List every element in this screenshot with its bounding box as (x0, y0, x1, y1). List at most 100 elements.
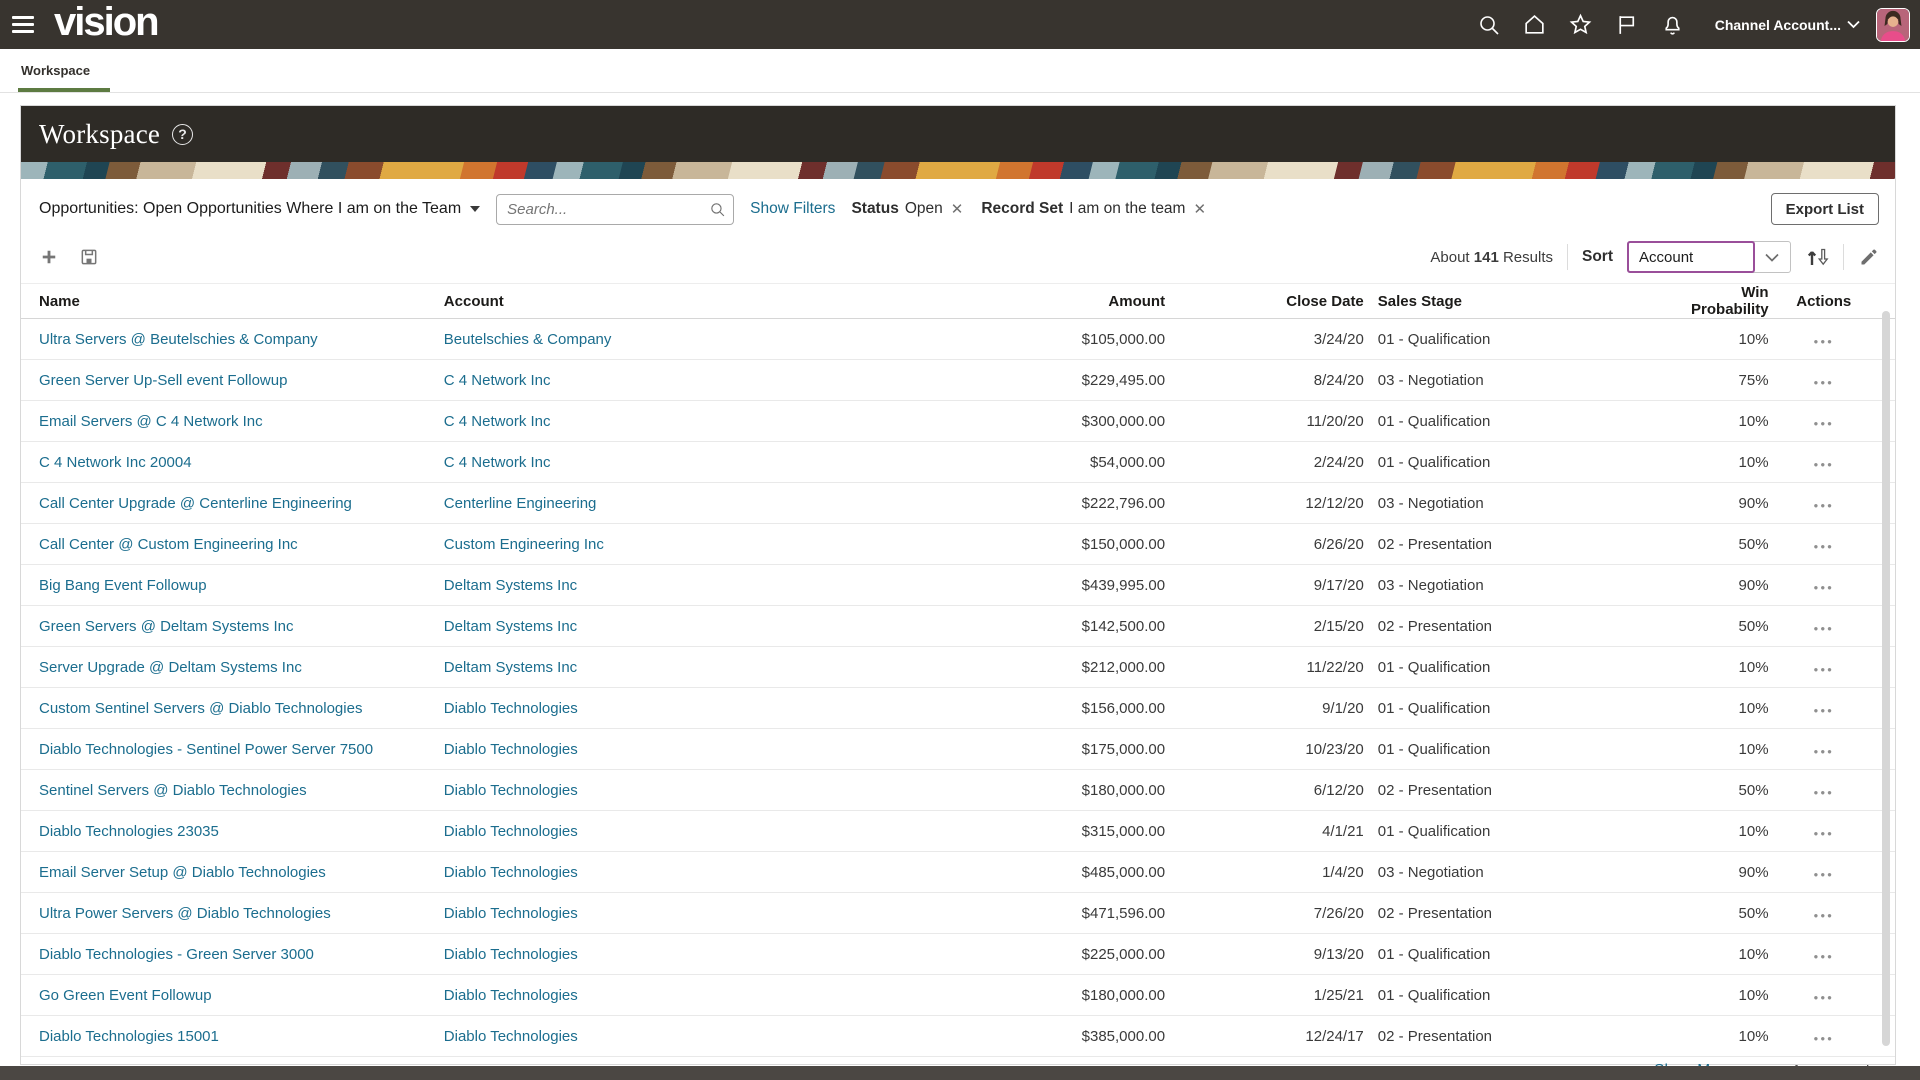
account-link[interactable]: Centerline Engineering (443, 494, 597, 512)
sales-stage-cell: 01 - Qualification (1377, 658, 1491, 676)
table-row: Go Green Event Followup Diablo Technolog… (21, 975, 1895, 1016)
row-actions-menu-icon[interactable]: ●●● (1813, 910, 1834, 920)
opportunity-name-link[interactable]: Call Center @ Custom Engineering Inc (39, 535, 298, 553)
account-link[interactable]: Diablo Technologies (443, 822, 578, 840)
row-actions-menu-icon[interactable]: ●●● (1813, 1033, 1834, 1043)
account-link[interactable]: C 4 Network Inc (443, 371, 551, 389)
remove-chip-icon[interactable]: ✕ (1193, 201, 1207, 218)
divider (1567, 244, 1568, 270)
row-actions-menu-icon[interactable]: ●●● (1813, 418, 1834, 428)
account-link[interactable]: Diablo Technologies (443, 1027, 578, 1045)
account-link[interactable]: Deltam Systems Inc (443, 658, 578, 676)
account-link[interactable]: Beutelschies & Company (443, 330, 612, 348)
chip-value: Open (904, 200, 943, 217)
account-link[interactable]: Diablo Technologies (443, 740, 578, 758)
opportunity-name-link[interactable]: Big Bang Event Followup (39, 576, 207, 594)
row-actions-menu-icon[interactable]: ●●● (1813, 623, 1834, 633)
user-account-menu[interactable]: Channel Account... (1715, 17, 1860, 33)
opportunity-name-link[interactable]: Call Center Upgrade @ Centerline Enginee… (39, 494, 352, 512)
search-input[interactable] (496, 193, 735, 225)
opportunity-name-link[interactable]: Email Servers @ C 4 Network Inc (39, 412, 263, 430)
win-probability-cell: 10% (1738, 740, 1769, 758)
row-actions-menu-icon[interactable]: ●●● (1813, 582, 1834, 592)
row-actions-menu-icon[interactable]: ●●● (1813, 951, 1834, 961)
help-icon[interactable]: ? (172, 123, 194, 145)
favorites-star-icon[interactable] (1563, 7, 1599, 43)
account-link[interactable]: Deltam Systems Inc (443, 617, 578, 635)
opportunity-name-link[interactable]: Sentinel Servers @ Diablo Technologies (39, 781, 307, 799)
account-link[interactable]: Custom Engineering Inc (443, 535, 604, 553)
opportunity-name-link[interactable]: Ultra Servers @ Beutelschies & Company (39, 330, 318, 348)
account-link[interactable]: Diablo Technologies (443, 863, 578, 881)
notifications-bell-icon[interactable] (1655, 7, 1691, 43)
row-actions-menu-icon[interactable]: ●●● (1813, 787, 1834, 797)
opportunity-name-link[interactable]: Diablo Technologies 23035 (39, 822, 219, 840)
saved-search-label: Opportunities: Open Opportunities Where … (39, 200, 462, 217)
amount-cell: $150,000.00 (1081, 535, 1166, 553)
add-record-icon[interactable] (39, 247, 59, 267)
close-date-cell: 12/12/20 (1305, 494, 1364, 512)
win-probability-cell: 10% (1738, 453, 1769, 471)
row-actions-menu-icon[interactable]: ●●● (1813, 377, 1834, 387)
opportunity-name-link[interactable]: Ultra Power Servers @ Diablo Technologie… (39, 904, 331, 922)
tab-workspace[interactable]: Workspace (18, 49, 111, 92)
remove-chip-icon[interactable]: ✕ (950, 201, 964, 218)
row-actions-menu-icon[interactable]: ●●● (1813, 992, 1834, 1002)
edit-pencil-icon[interactable] (1858, 247, 1879, 268)
sales-stage-cell: 03 - Negotiation (1377, 576, 1484, 594)
sort-select[interactable]: Account (1627, 241, 1755, 273)
amount-cell: $180,000.00 (1081, 781, 1166, 799)
hamburger-menu-icon[interactable] (12, 10, 42, 40)
account-link[interactable]: Diablo Technologies (443, 904, 578, 922)
home-icon[interactable] (1517, 7, 1553, 43)
row-actions-menu-icon[interactable]: ●●● (1813, 869, 1834, 879)
save-search-icon[interactable] (79, 247, 99, 267)
opportunity-name-link[interactable]: Diablo Technologies - Green Server 3000 (39, 945, 314, 963)
avatar[interactable] (1876, 7, 1910, 42)
sort-chevron-icon[interactable] (1754, 242, 1790, 272)
opportunity-name-link[interactable]: Green Server Up-Sell event Followup (39, 371, 288, 389)
row-actions-menu-icon[interactable]: ●●● (1813, 500, 1834, 510)
account-link[interactable]: Diablo Technologies (443, 699, 578, 717)
opportunity-name-link[interactable]: Green Servers @ Deltam Systems Inc (39, 617, 294, 635)
row-actions-menu-icon[interactable]: ●●● (1813, 828, 1834, 838)
opportunity-name-link[interactable]: C 4 Network Inc 20004 (39, 453, 192, 471)
table-row: Call Center @ Custom Engineering Inc Cus… (21, 524, 1895, 565)
account-link[interactable]: Diablo Technologies (443, 945, 578, 963)
row-actions-menu-icon[interactable]: ●●● (1813, 705, 1834, 715)
opportunity-name-link[interactable]: Server Upgrade @ Deltam Systems Inc (39, 658, 302, 676)
flag-icon[interactable] (1609, 7, 1645, 43)
show-filters-link[interactable]: Show Filters (750, 200, 836, 217)
export-list-button[interactable]: Export List (1770, 193, 1879, 225)
amount-cell: $175,000.00 (1081, 740, 1166, 758)
win-probability-cell: 10% (1738, 658, 1769, 676)
row-actions-menu-icon[interactable]: ●●● (1813, 664, 1834, 674)
account-link[interactable]: Diablo Technologies (443, 986, 578, 1004)
opportunity-name-link[interactable]: Go Green Event Followup (39, 986, 212, 1004)
vertical-scrollbar[interactable] (1882, 311, 1890, 1046)
row-actions-menu-icon[interactable]: ●●● (1813, 746, 1834, 756)
decorative-stripe (21, 162, 1895, 179)
opportunity-name-link[interactable]: Diablo Technologies - Sentinel Power Ser… (39, 740, 374, 758)
row-actions-menu-icon[interactable]: ●●● (1813, 459, 1834, 469)
account-link[interactable]: C 4 Network Inc (443, 453, 551, 471)
account-link[interactable]: Deltam Systems Inc (443, 576, 578, 594)
top-bar: vision Channel Account... (0, 0, 1920, 49)
opportunity-name-link[interactable]: Email Server Setup @ Diablo Technologies (39, 863, 326, 881)
close-date-cell: 11/22/20 (1306, 658, 1364, 676)
saved-search-dropdown[interactable]: Opportunities: Open Opportunities Where … (39, 200, 481, 218)
chip-value: I am on the team (1069, 200, 1186, 217)
row-actions-menu-icon[interactable]: ●●● (1813, 336, 1834, 346)
opportunity-name-link[interactable]: Diablo Technologies 15001 (39, 1027, 219, 1045)
table-row: Custom Sentinel Servers @ Diablo Technol… (21, 688, 1895, 729)
sort-direction-icon[interactable] (1805, 245, 1829, 269)
row-actions-menu-icon[interactable]: ●●● (1813, 541, 1834, 551)
account-link[interactable]: Diablo Technologies (443, 781, 578, 799)
global-search-icon[interactable] (1471, 7, 1507, 43)
amount-cell: $142,500.00 (1081, 617, 1166, 635)
amount-cell: $471,596.00 (1081, 904, 1166, 922)
account-link[interactable]: C 4 Network Inc (443, 412, 551, 430)
search-icon (711, 202, 725, 216)
opportunity-name-link[interactable]: Custom Sentinel Servers @ Diablo Technol… (39, 699, 363, 717)
win-probability-cell: 10% (1738, 945, 1769, 963)
